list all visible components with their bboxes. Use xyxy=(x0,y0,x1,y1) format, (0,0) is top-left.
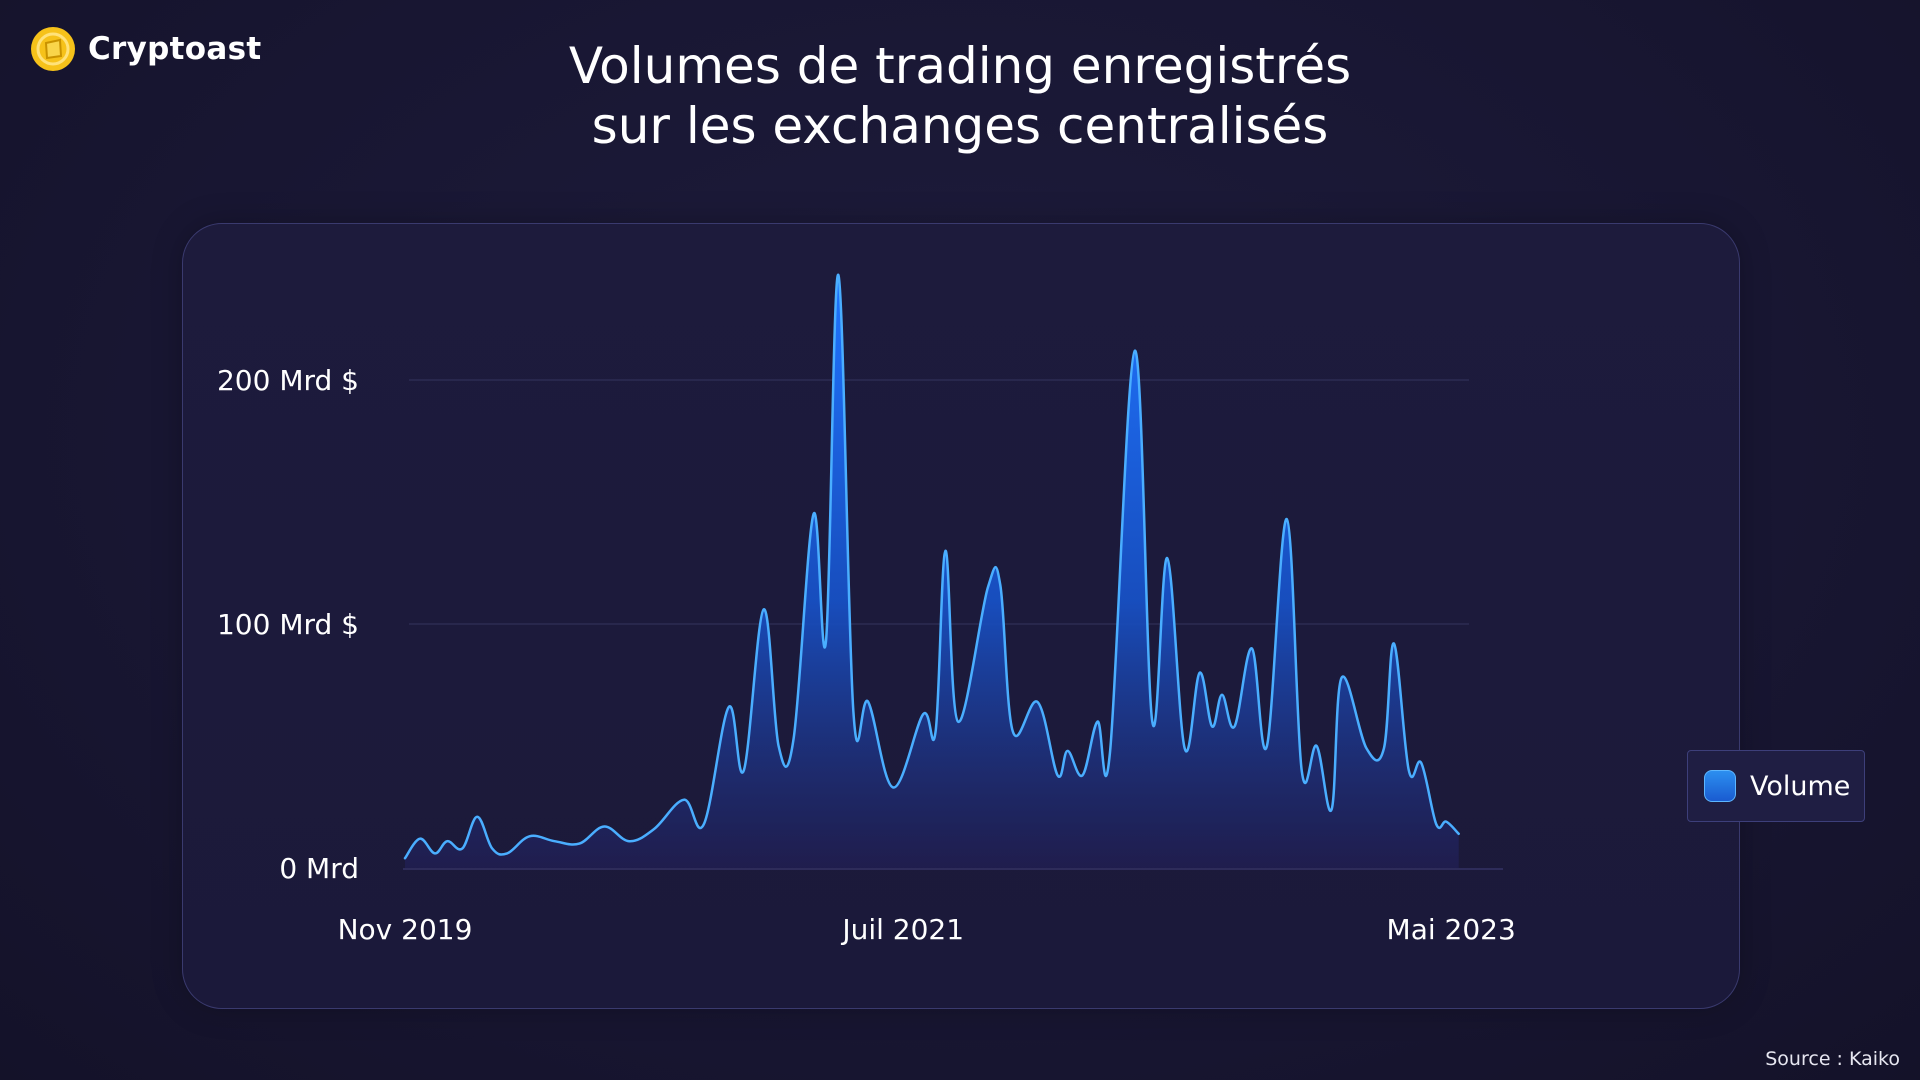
volume-data-point xyxy=(602,825,606,829)
volume-data-point xyxy=(1096,720,1100,724)
volume-data-point xyxy=(490,847,494,851)
volume-data-point xyxy=(956,720,960,724)
volume-data-point xyxy=(1036,700,1040,704)
volume-data-point xyxy=(921,712,925,716)
volume-data-point xyxy=(1011,729,1015,733)
volume-data-point xyxy=(528,834,532,838)
x-tick-label: Nov 2019 xyxy=(338,913,473,946)
volume-area-chart: 0 Mrd 100 Mrd $ 200 Mrd $ Nov 2019 Juil 2021… xyxy=(217,273,1516,946)
volume-data-point xyxy=(445,839,449,843)
x-tick-label: Juil 2021 xyxy=(840,913,964,946)
volume-area-fill xyxy=(405,274,1459,868)
volume-data-point xyxy=(1165,556,1169,560)
brand-name: Cryptoast xyxy=(88,31,262,67)
volume-data-point xyxy=(652,827,656,831)
cryptoast-logo-icon xyxy=(31,27,75,71)
volume-data-point xyxy=(1233,725,1237,729)
volume-data-point xyxy=(1183,746,1187,750)
volume-data-point xyxy=(1250,646,1254,650)
volume-data-point xyxy=(1056,773,1060,777)
legend-swatch xyxy=(1704,770,1736,802)
volume-data-point xyxy=(934,729,938,733)
volume-data-point xyxy=(1315,744,1319,748)
volume-data-point xyxy=(1330,807,1334,811)
volume-data-point xyxy=(1198,671,1202,675)
y-tick-label: 100 Mrd $ xyxy=(217,608,359,641)
title-line-1: Volumes de trading enregistrés xyxy=(568,37,1352,95)
volume-data-point xyxy=(1150,720,1154,724)
chart-panel: 0 Mrd 100 Mrd $ 200 Mrd $ Nov 2019 Juil 2021… xyxy=(182,223,1865,1009)
volume-data-point xyxy=(762,607,766,611)
volume-data-point xyxy=(812,512,816,516)
volume-data-point xyxy=(998,583,1002,587)
volume-data-point xyxy=(986,585,990,589)
volume-data-point xyxy=(1285,517,1289,521)
volume-data-point xyxy=(702,822,706,826)
volume-data-point xyxy=(418,837,422,841)
volume-data-point xyxy=(1265,744,1269,748)
volume-data-point xyxy=(682,798,686,802)
volume-data-point xyxy=(1300,768,1304,772)
chart-legend: Volume xyxy=(1687,750,1865,822)
volume-data-point xyxy=(1133,349,1137,353)
volume-data-point xyxy=(627,839,631,843)
volume-data-point xyxy=(403,856,407,860)
volume-data-point xyxy=(460,847,464,851)
volume-data-point xyxy=(1434,822,1438,826)
volume-data-point xyxy=(1419,761,1423,765)
volume-data-point xyxy=(792,737,796,741)
volume-data-point xyxy=(1066,749,1070,753)
volume-data-point xyxy=(505,851,509,855)
volume-data-point xyxy=(1108,751,1112,755)
volume-data-point xyxy=(777,744,781,748)
volume-data-point xyxy=(475,815,479,819)
volume-data-point xyxy=(577,842,581,846)
volume-data-point xyxy=(1081,773,1085,777)
y-tick-label: 0 Mrd xyxy=(279,852,359,885)
legend-label: Volume xyxy=(1750,770,1851,802)
volume-data-point xyxy=(1444,820,1448,824)
volume-data-point xyxy=(1382,746,1386,750)
volume-data-point xyxy=(836,273,840,277)
volume-data-point xyxy=(727,705,731,709)
volume-data-point xyxy=(1210,725,1214,729)
brand: Cryptoast xyxy=(30,26,261,72)
source-note: Source : Kaiko xyxy=(1765,1048,1900,1070)
y-tick-label: 200 Mrd $ xyxy=(217,364,359,397)
volume-data-point xyxy=(742,768,746,772)
volume-data-point xyxy=(944,549,948,553)
page-title: Volumes de trading enregistrés sur les e… xyxy=(0,36,1920,156)
volume-series-line xyxy=(403,273,1460,860)
volume-data-point xyxy=(851,710,855,714)
x-tick-label: Mai 2023 xyxy=(1387,913,1516,946)
volume-data-point xyxy=(1340,676,1344,680)
volume-data-point xyxy=(891,786,895,790)
title-line-2: sur les exchanges centralisés xyxy=(591,97,1329,155)
volume-data-point xyxy=(1220,693,1224,697)
volume-data-point xyxy=(866,700,870,704)
volume-data-point xyxy=(1457,832,1461,836)
volume-data-point xyxy=(1392,642,1396,646)
volume-data-point xyxy=(1407,768,1411,772)
volume-data-point xyxy=(1365,746,1369,750)
volume-data-point xyxy=(824,639,828,643)
volume-data-point xyxy=(553,839,557,843)
volume-data-point xyxy=(433,851,437,855)
